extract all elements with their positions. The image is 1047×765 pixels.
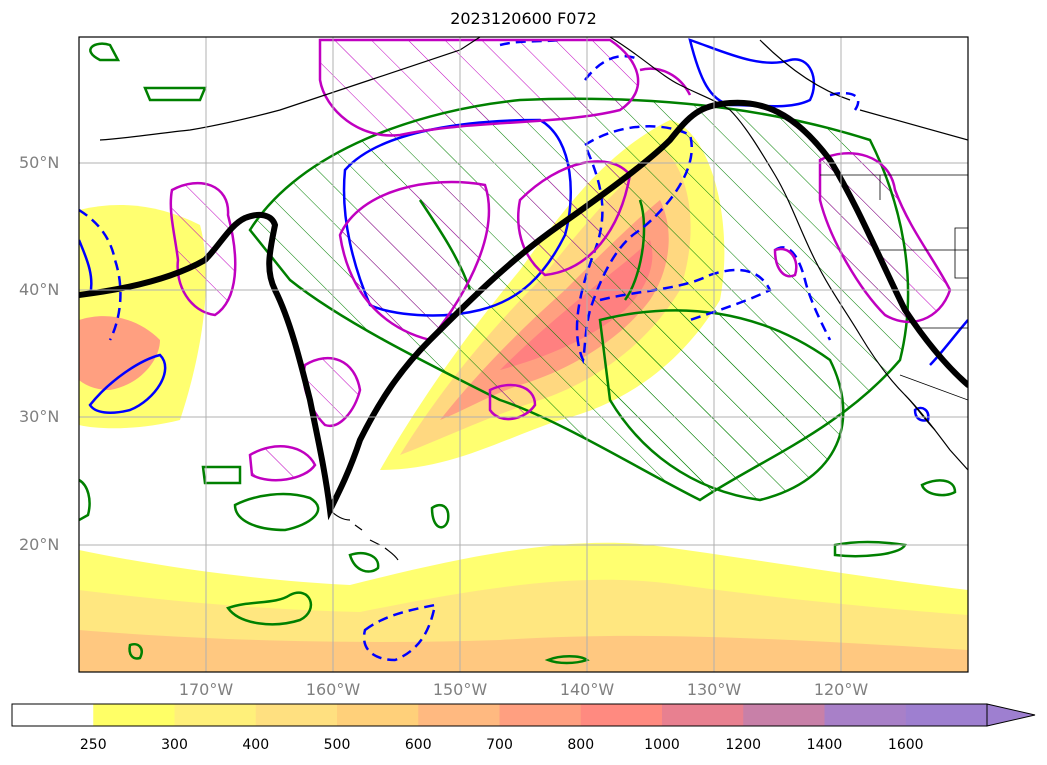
- plot-title: 2023120600 F072: [450, 9, 597, 28]
- gridlines: [79, 37, 968, 672]
- lon-label: 120°W: [813, 680, 869, 699]
- lon-label: 160°W: [305, 680, 361, 699]
- map-frame: [78, 36, 969, 673]
- colorbar-segment: [905, 704, 988, 726]
- lon-label: 140°W: [559, 680, 615, 699]
- colorbar-tick-label: 300: [161, 737, 188, 753]
- colorbar-tick-label: 1600: [887, 737, 924, 753]
- coastlines: [99, 37, 968, 561]
- colorbar-tick-label: 800: [567, 737, 595, 753]
- borders: [820, 174, 968, 401]
- colorbar-segment: [255, 704, 338, 726]
- colorbar-tick-label: 500: [323, 737, 351, 753]
- colorbar-outline: [11, 703, 988, 727]
- ivt-band-south-core: [79, 630, 968, 672]
- colorbar-segment: [499, 704, 582, 726]
- colorbar-tick-label: 400: [242, 737, 270, 753]
- colorbar-extend-arrow: [986, 703, 1036, 727]
- magenta-hatched-regions: [170, 40, 950, 481]
- lat-label: 30°N: [19, 407, 60, 426]
- lon-label: 150°W: [432, 680, 488, 699]
- colorbar-segment: [174, 704, 257, 726]
- colorbar-tick-label: 1200: [725, 737, 762, 753]
- colorbar-segment: [418, 704, 500, 726]
- colorbar-segment: [93, 704, 175, 726]
- colorbar: [11, 703, 1036, 727]
- colorbar-tick-label: 1400: [806, 737, 843, 753]
- colorbar-segment: [824, 704, 907, 726]
- lon-label: 170°W: [178, 680, 234, 699]
- colorbar-tick-label: 1000: [644, 737, 680, 753]
- colorbar-segment: [337, 704, 419, 726]
- lat-label: 40°N: [19, 280, 60, 299]
- lat-label: 50°N: [19, 153, 60, 172]
- green-hatched-regions: [250, 98, 909, 500]
- colorbar-segment: [743, 704, 825, 726]
- colorbar-segment: [580, 704, 663, 726]
- thick-black-line: [79, 99, 968, 521]
- colorbar-tick-label: 700: [486, 737, 513, 753]
- ivt-west-core: [79, 316, 160, 390]
- colorbar-segment: [662, 704, 744, 726]
- colorbar-segment: [12, 704, 94, 726]
- colorbar-tick-label: 250: [79, 737, 107, 753]
- lat-label: 20°N: [19, 535, 60, 554]
- lon-label: 130°W: [686, 680, 742, 699]
- colorbar-tick-label: 600: [404, 737, 432, 753]
